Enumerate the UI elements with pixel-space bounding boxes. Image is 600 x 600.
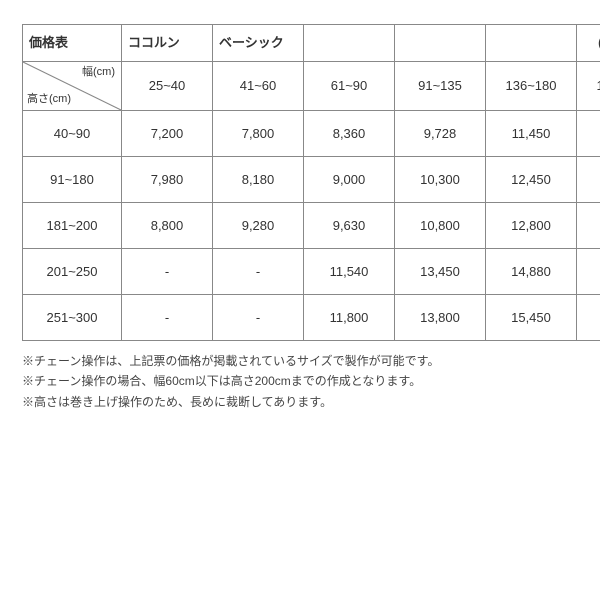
notes-block: ※チェーン操作は、上記票の価格が掲載されているサイズで製作が可能です。 ※チェー… [22, 351, 578, 412]
cell: 10,300 [395, 157, 486, 203]
width-col-4: 136~180 [486, 62, 577, 111]
cell: 13,450 [395, 249, 486, 295]
cell: 10,800 [395, 203, 486, 249]
cell: - [122, 249, 213, 295]
row-label: 91~180 [23, 157, 122, 203]
cell: 16,800 [577, 295, 600, 341]
note-line: ※チェーン操作の場合、幅60cm以下は高さ200cmまでの作成となります。 [22, 371, 578, 391]
cell: - [213, 295, 304, 341]
width-col-0: 25~40 [122, 62, 213, 111]
cell: - [122, 295, 213, 341]
cell: 12,000 [577, 111, 600, 157]
note-line: ※高さは巻き上げ操作のため、長めに裁断してあります。 [22, 392, 578, 412]
width-col-2: 61~90 [304, 62, 395, 111]
width-col-5: 181~200 [577, 62, 600, 111]
diag-top-label: 幅(cm) [82, 66, 115, 79]
cell: 15,450 [486, 295, 577, 341]
cell: 7,980 [122, 157, 213, 203]
row-label: 40~90 [23, 111, 122, 157]
width-row: 幅(cm) 高さ(cm) 25~40 41~60 61~90 91~135 13… [23, 62, 600, 111]
header-title: 価格表 [23, 25, 122, 62]
header-col-2: ベーシック [213, 25, 304, 62]
table-row: 251~300 - - 11,800 13,800 15,450 16,800 [23, 295, 600, 341]
cell: 9,630 [304, 203, 395, 249]
diag-bottom-label: 高さ(cm) [27, 93, 71, 106]
cell: 11,540 [304, 249, 395, 295]
table-row: 201~250 - - 11,540 13,450 14,880 16,180 [23, 249, 600, 295]
header-row: 価格表 ココルン ベーシック (抜価格) [23, 25, 600, 62]
note-line: ※チェーン操作は、上記票の価格が掲載されているサイズで製作が可能です。 [22, 351, 578, 371]
price-table: 価格表 ココルン ベーシック (抜価格) 幅(cm) 高さ(cm) 25~40 … [22, 24, 600, 341]
diagonal-header: 幅(cm) 高さ(cm) [23, 62, 122, 111]
table-row: 40~90 7,200 7,800 8,360 9,728 11,450 12,… [23, 111, 600, 157]
row-label: 251~300 [23, 295, 122, 341]
cell: 14,880 [486, 249, 577, 295]
width-col-1: 41~60 [213, 62, 304, 111]
cell: 11,800 [304, 295, 395, 341]
cell: 9,728 [395, 111, 486, 157]
cell: 16,180 [577, 249, 600, 295]
header-col-4 [395, 25, 486, 62]
cell: 13,600 [577, 203, 600, 249]
cell: - [213, 249, 304, 295]
row-label: 201~250 [23, 249, 122, 295]
table-row: 91~180 7,980 8,180 9,000 10,300 12,450 1… [23, 157, 600, 203]
cell: 12,800 [486, 203, 577, 249]
width-col-3: 91~135 [395, 62, 486, 111]
cell: 12,450 [486, 157, 577, 203]
header-col-5 [486, 25, 577, 62]
cell: 13,270 [577, 157, 600, 203]
header-col-6: (抜価格) [577, 25, 600, 62]
header-col-3 [304, 25, 395, 62]
table-row: 181~200 8,800 9,280 9,630 10,800 12,800 … [23, 203, 600, 249]
cell: 7,800 [213, 111, 304, 157]
row-label: 181~200 [23, 203, 122, 249]
cell: 7,200 [122, 111, 213, 157]
cell: 13,800 [395, 295, 486, 341]
cell: 11,450 [486, 111, 577, 157]
cell: 8,800 [122, 203, 213, 249]
cell: 8,360 [304, 111, 395, 157]
cell: 8,180 [213, 157, 304, 203]
cell: 9,280 [213, 203, 304, 249]
header-col-1: ココルン [122, 25, 213, 62]
cell: 9,000 [304, 157, 395, 203]
